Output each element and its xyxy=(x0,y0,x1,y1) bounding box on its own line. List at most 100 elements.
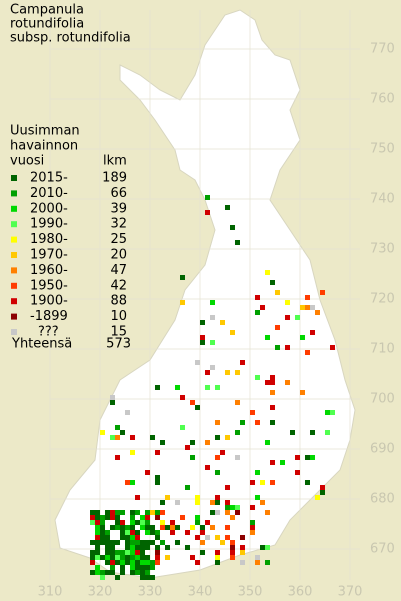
observation-square xyxy=(250,505,255,510)
observation-square xyxy=(140,545,145,550)
observation-square xyxy=(235,505,240,510)
y-axis-label: 670 xyxy=(370,542,395,557)
observation-square xyxy=(265,440,270,445)
observation-square xyxy=(310,330,315,335)
observation-square xyxy=(115,515,120,520)
legend-swatch xyxy=(11,175,17,181)
observation-square xyxy=(155,550,160,555)
observation-square xyxy=(215,455,220,460)
observation-square xyxy=(90,570,95,575)
legend-label: 2000- xyxy=(30,201,68,216)
observation-square xyxy=(210,315,215,320)
observation-square xyxy=(160,510,165,515)
observation-square xyxy=(265,380,270,385)
observation-square xyxy=(325,410,330,415)
observation-square xyxy=(270,380,275,385)
observation-square xyxy=(180,300,185,305)
observation-square xyxy=(255,560,260,565)
observation-square xyxy=(110,560,115,565)
observation-square xyxy=(160,500,165,505)
observation-square xyxy=(130,450,135,455)
legend-swatch xyxy=(11,236,17,243)
observation-square xyxy=(170,520,175,525)
observation-square xyxy=(240,545,245,550)
y-axis-label: 750 xyxy=(370,142,395,157)
observation-square xyxy=(130,435,135,440)
legend-label: 2015- xyxy=(30,171,68,186)
observation-square xyxy=(230,550,235,555)
observation-square xyxy=(330,345,335,350)
observation-square xyxy=(110,540,115,545)
observation-square xyxy=(115,435,120,440)
legend-label: ??? xyxy=(38,325,59,340)
observation-square xyxy=(250,520,255,525)
observation-square xyxy=(215,560,220,565)
observation-square xyxy=(240,550,245,555)
observation-square xyxy=(230,330,235,335)
observation-square xyxy=(285,300,290,305)
observation-square xyxy=(205,440,210,445)
observation-square xyxy=(100,530,105,535)
observation-square xyxy=(155,510,160,515)
y-axis-label: 720 xyxy=(370,292,395,307)
observation-square xyxy=(115,425,120,430)
observation-square xyxy=(230,545,235,550)
observation-square xyxy=(105,535,110,540)
observation-square xyxy=(215,420,220,425)
observation-square xyxy=(180,515,185,520)
observation-square xyxy=(270,420,275,425)
x-axis-label: 320 xyxy=(88,585,113,600)
observation-square xyxy=(300,305,305,310)
legend-swatch xyxy=(11,313,17,320)
observation-square xyxy=(255,555,260,560)
observation-square xyxy=(155,545,160,550)
observation-square xyxy=(165,525,170,530)
observation-square xyxy=(100,430,105,435)
observation-square xyxy=(305,305,310,310)
legend-label: 2010- xyxy=(30,186,68,201)
y-axis-label: 710 xyxy=(370,342,395,357)
observation-square xyxy=(200,335,205,340)
observation-square xyxy=(305,350,310,355)
observation-square xyxy=(125,525,130,530)
observation-square xyxy=(125,410,130,415)
observation-square xyxy=(255,295,260,300)
observation-square xyxy=(200,530,205,535)
observation-square xyxy=(115,550,120,555)
legend-column: lkm xyxy=(103,154,127,169)
observation-square xyxy=(120,570,125,575)
observation-square xyxy=(330,410,335,415)
legend-count: 66 xyxy=(110,186,127,201)
legend-total-label: Yhteensä xyxy=(11,337,72,352)
observation-square xyxy=(310,455,315,460)
observation-square xyxy=(105,515,110,520)
observation-square xyxy=(255,470,260,475)
observation-square xyxy=(130,565,135,570)
observation-square xyxy=(240,535,245,540)
observation-square xyxy=(120,430,125,435)
observation-square xyxy=(160,525,165,530)
observation-square xyxy=(140,515,145,520)
legend-swatch xyxy=(11,205,17,212)
observation-square xyxy=(215,470,220,475)
observation-square xyxy=(120,510,125,515)
observation-square xyxy=(100,525,105,530)
observation-square xyxy=(250,410,255,415)
observation-square xyxy=(145,555,150,560)
observation-square xyxy=(100,520,105,525)
legend-label: 1960- xyxy=(30,263,68,278)
observation-square xyxy=(155,555,160,560)
observation-square xyxy=(110,525,115,530)
legend-count: 47 xyxy=(110,263,127,278)
observation-square xyxy=(100,555,105,560)
observation-square xyxy=(310,430,315,435)
observation-square xyxy=(170,530,175,535)
observation-square xyxy=(95,520,100,525)
observation-square xyxy=(210,300,215,305)
observation-square xyxy=(235,430,240,435)
observation-square xyxy=(90,555,95,560)
observation-square xyxy=(205,535,210,540)
observation-square xyxy=(270,405,275,410)
observation-square xyxy=(125,540,130,545)
observation-square xyxy=(140,560,145,565)
